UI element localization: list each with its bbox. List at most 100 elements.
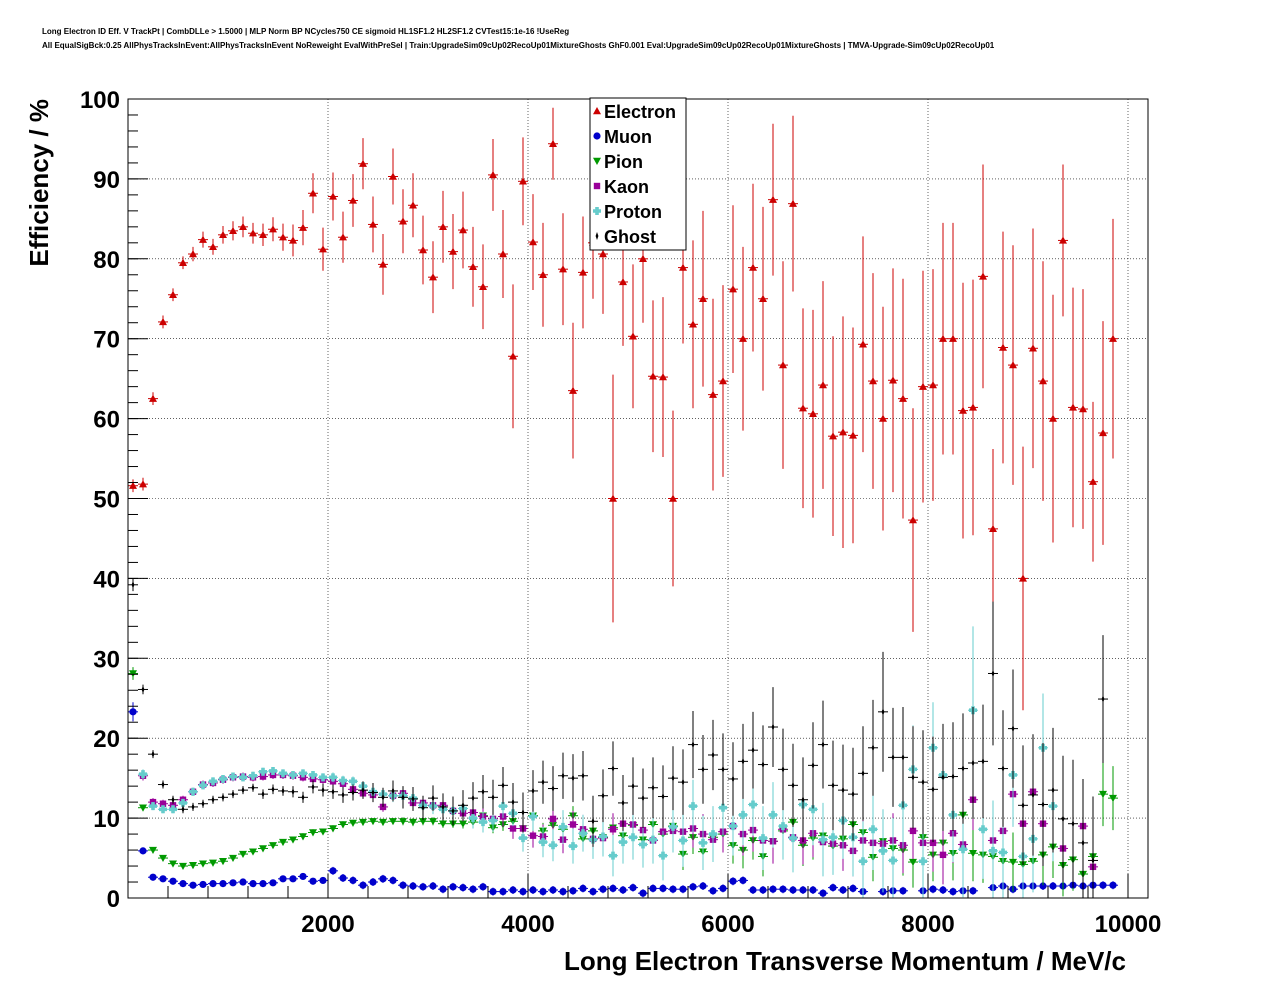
ghost-point	[708, 719, 718, 791]
electron-marker	[819, 381, 827, 389]
muon-marker	[389, 876, 397, 885]
proton-point	[168, 805, 178, 814]
pion-marker	[379, 818, 387, 827]
electron-point	[978, 164, 988, 389]
ghost-point	[278, 786, 288, 796]
ghost-marker	[991, 669, 995, 678]
ghost-point	[808, 722, 818, 809]
electron-point	[418, 215, 428, 285]
pion-marker	[229, 854, 237, 863]
ghost-marker	[901, 753, 905, 762]
pion-marker	[339, 821, 347, 829]
electron-point	[858, 236, 868, 453]
proton-point	[548, 829, 558, 862]
ghost-point	[358, 781, 368, 799]
muon-point	[668, 885, 678, 894]
kaon-marker	[159, 800, 167, 807]
proton-marker	[829, 833, 837, 842]
electron-point	[208, 238, 218, 255]
ghost-point	[538, 760, 548, 804]
electron-marker	[859, 340, 867, 348]
ghost-marker	[551, 784, 555, 793]
muon-point	[598, 885, 608, 894]
muon-point	[788, 886, 798, 895]
pion-point	[408, 818, 418, 827]
muon-point	[528, 886, 538, 895]
electron-point	[1018, 446, 1028, 711]
electron-marker	[969, 403, 977, 411]
electron-marker	[1019, 574, 1027, 582]
ghost-point	[718, 733, 728, 806]
proton-point	[208, 777, 218, 786]
electron-marker	[889, 376, 897, 384]
electron-marker	[289, 236, 297, 244]
proton-point	[198, 781, 208, 790]
proton-marker	[349, 777, 358, 786]
ghost-point	[388, 780, 398, 802]
electron-marker	[559, 265, 567, 273]
electron-marker	[219, 230, 227, 239]
ghost-marker	[451, 806, 455, 815]
proton-point	[228, 772, 238, 781]
electron-marker	[519, 177, 527, 185]
muon-marker	[339, 874, 347, 882]
muon-marker	[509, 886, 517, 894]
ghost-marker	[1051, 786, 1055, 795]
ghost-point	[1058, 755, 1068, 883]
ghost-point	[438, 793, 448, 821]
pion-legend-icon	[593, 157, 601, 165]
proton-point	[768, 782, 778, 848]
ghost-point	[558, 752, 568, 799]
ghost-point	[178, 805, 188, 814]
proton-marker	[579, 829, 587, 838]
ghost-marker	[191, 802, 195, 811]
x-tick-label: 10000	[1095, 911, 1162, 938]
ghost-point	[1038, 742, 1048, 867]
proton-point	[258, 767, 268, 776]
ghost-point	[1068, 759, 1078, 888]
pion-point	[148, 846, 158, 855]
muon-point	[948, 887, 958, 896]
proton-marker	[199, 781, 207, 790]
pion-marker	[309, 829, 317, 837]
electron-marker	[899, 394, 907, 402]
proton-marker	[689, 802, 697, 811]
pion-point	[348, 819, 358, 827]
ghost-marker	[311, 782, 315, 791]
ghost-marker	[971, 758, 975, 767]
ghost-marker	[301, 793, 305, 802]
muon-point	[478, 882, 488, 891]
electron-marker	[1109, 334, 1117, 342]
proton-marker	[709, 830, 717, 839]
ghost-point	[928, 736, 938, 843]
electron-point	[908, 408, 918, 632]
proton-point	[568, 828, 578, 864]
kaon-point	[938, 825, 948, 885]
proton-point	[988, 800, 998, 898]
ghost-marker	[381, 793, 385, 802]
electron-marker	[189, 250, 197, 258]
electron-point	[178, 256, 188, 270]
ghost-marker	[721, 765, 725, 774]
kaon-marker	[569, 821, 577, 828]
muon-point	[818, 889, 828, 898]
electron-point	[768, 123, 778, 276]
muon-point	[588, 887, 598, 896]
proton-marker	[989, 846, 997, 855]
ghost-marker	[1041, 800, 1045, 809]
pion-marker	[419, 818, 427, 826]
proton-point	[188, 787, 198, 796]
electron-marker	[369, 220, 377, 228]
electron-point	[1048, 294, 1058, 543]
electron-point	[158, 315, 168, 329]
muon-marker	[139, 847, 147, 855]
ghost-marker	[581, 771, 585, 780]
ghost-marker	[531, 786, 535, 795]
muon-marker	[929, 885, 937, 893]
y-tick-label: 20	[93, 726, 120, 753]
electron-marker	[959, 406, 967, 414]
electron-marker	[919, 382, 927, 390]
ghost-point	[338, 786, 348, 803]
y-tick-label: 80	[93, 247, 120, 274]
proton-legend-icon	[593, 207, 601, 215]
